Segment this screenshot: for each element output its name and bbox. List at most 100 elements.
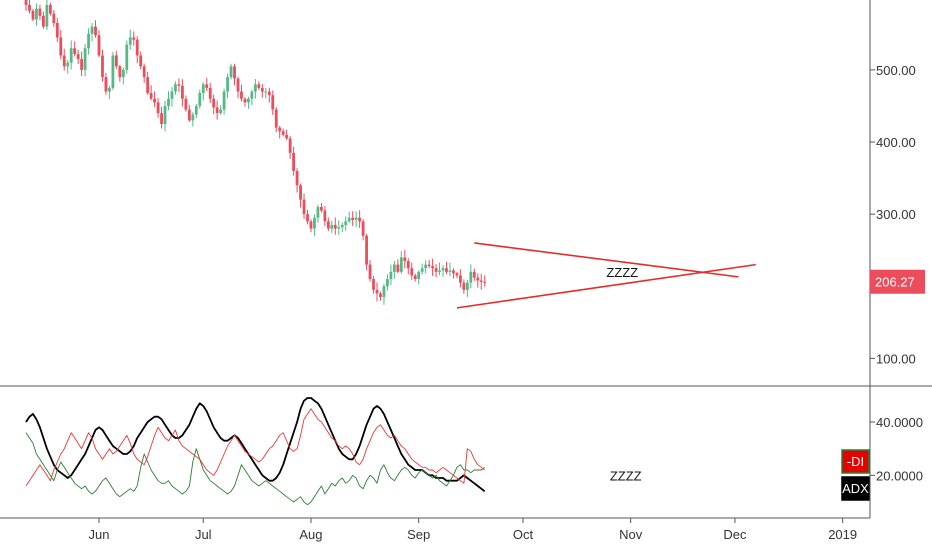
candle[interactable] (219, 109, 223, 114)
candle[interactable] (438, 270, 441, 272)
candle[interactable] (208, 87, 212, 99)
candle[interactable] (472, 271, 476, 278)
candle[interactable] (267, 91, 271, 96)
candle[interactable] (358, 217, 362, 222)
candle[interactable] (448, 270, 452, 272)
candle[interactable] (125, 44, 129, 70)
candle[interactable] (441, 268, 445, 271)
candle[interactable] (365, 235, 368, 265)
candle[interactable] (215, 107, 219, 114)
candle[interactable] (337, 227, 341, 229)
candle[interactable] (302, 199, 306, 215)
candle[interactable] (201, 84, 205, 93)
candle[interactable] (379, 293, 382, 298)
candle[interactable] (351, 217, 355, 220)
candle[interactable] (87, 33, 90, 49)
candle[interactable] (264, 91, 268, 93)
candle[interactable] (434, 268, 438, 272)
candle[interactable] (417, 271, 421, 280)
candle[interactable] (476, 277, 480, 281)
candle[interactable] (306, 214, 309, 222)
indicator-line-adx[interactable] (25, 397, 486, 493)
candle[interactable] (465, 282, 469, 290)
candle[interactable] (156, 102, 160, 114)
candle[interactable] (445, 268, 448, 272)
candle[interactable] (386, 279, 389, 287)
candle[interactable] (28, 5, 31, 11)
candle[interactable] (452, 270, 455, 274)
candle[interactable] (146, 77, 150, 93)
candle[interactable] (153, 98, 156, 103)
candle[interactable] (83, 48, 87, 70)
candle[interactable] (170, 91, 174, 99)
candle[interactable] (142, 66, 146, 78)
candle[interactable] (163, 105, 167, 124)
candle[interactable] (31, 10, 35, 20)
candle[interactable] (326, 221, 330, 229)
candle[interactable] (459, 275, 462, 283)
candle[interactable] (243, 98, 247, 103)
candle[interactable] (38, 8, 42, 16)
candle[interactable] (108, 87, 111, 92)
candle[interactable] (462, 282, 466, 290)
candle[interactable] (191, 114, 195, 121)
candle[interactable] (128, 37, 132, 45)
candle[interactable] (299, 185, 302, 200)
candle[interactable] (368, 264, 372, 280)
candle[interactable] (233, 66, 236, 79)
indicator-pane[interactable]: ZZZZ -DI ADX (25, 397, 870, 506)
candle[interactable] (35, 8, 38, 20)
candle[interactable] (59, 37, 63, 56)
candle[interactable] (135, 39, 139, 56)
candle[interactable] (406, 261, 410, 269)
candle[interactable] (469, 271, 473, 283)
candle[interactable] (212, 98, 216, 108)
candle[interactable] (205, 84, 209, 88)
candle[interactable] (250, 91, 254, 99)
indicator-line-di[interactable] (25, 408, 485, 487)
candle[interactable] (288, 138, 292, 153)
candle[interactable] (260, 87, 264, 92)
candle[interactable] (184, 98, 188, 110)
candle[interactable] (455, 273, 459, 276)
trendline[interactable] (456, 263, 756, 309)
candle[interactable] (292, 152, 295, 171)
candle[interactable] (194, 105, 198, 115)
candle[interactable] (403, 257, 407, 262)
candle[interactable] (389, 271, 393, 280)
candle[interactable] (257, 84, 261, 88)
candle[interactable] (149, 92, 153, 99)
candle[interactable] (94, 26, 97, 36)
candle[interactable] (76, 54, 80, 60)
candle[interactable] (285, 134, 289, 139)
candle[interactable] (375, 289, 379, 294)
candle[interactable] (236, 78, 240, 92)
candle[interactable] (104, 77, 108, 92)
candle[interactable] (354, 217, 358, 220)
candle[interactable] (271, 95, 275, 110)
candle[interactable] (55, 23, 59, 38)
candle[interactable] (274, 109, 278, 128)
candle[interactable] (226, 77, 229, 92)
candle[interactable] (330, 224, 334, 229)
candle[interactable] (73, 48, 77, 55)
candle[interactable] (121, 69, 125, 78)
candle[interactable] (382, 286, 386, 298)
candle[interactable] (66, 62, 70, 67)
candle[interactable] (222, 91, 226, 110)
candle[interactable] (101, 55, 104, 78)
candle[interactable] (399, 257, 403, 272)
candle[interactable] (160, 113, 163, 124)
candle[interactable] (97, 35, 101, 56)
candle[interactable] (247, 98, 250, 103)
candle[interactable] (313, 217, 316, 229)
indicator-line-di[interactable] (25, 432, 485, 506)
candle[interactable] (361, 221, 365, 236)
candle[interactable] (80, 59, 84, 70)
candle[interactable] (45, 5, 49, 27)
candle[interactable] (167, 98, 170, 106)
candle[interactable] (410, 268, 414, 276)
candle[interactable] (483, 281, 487, 283)
candle[interactable] (253, 84, 257, 92)
